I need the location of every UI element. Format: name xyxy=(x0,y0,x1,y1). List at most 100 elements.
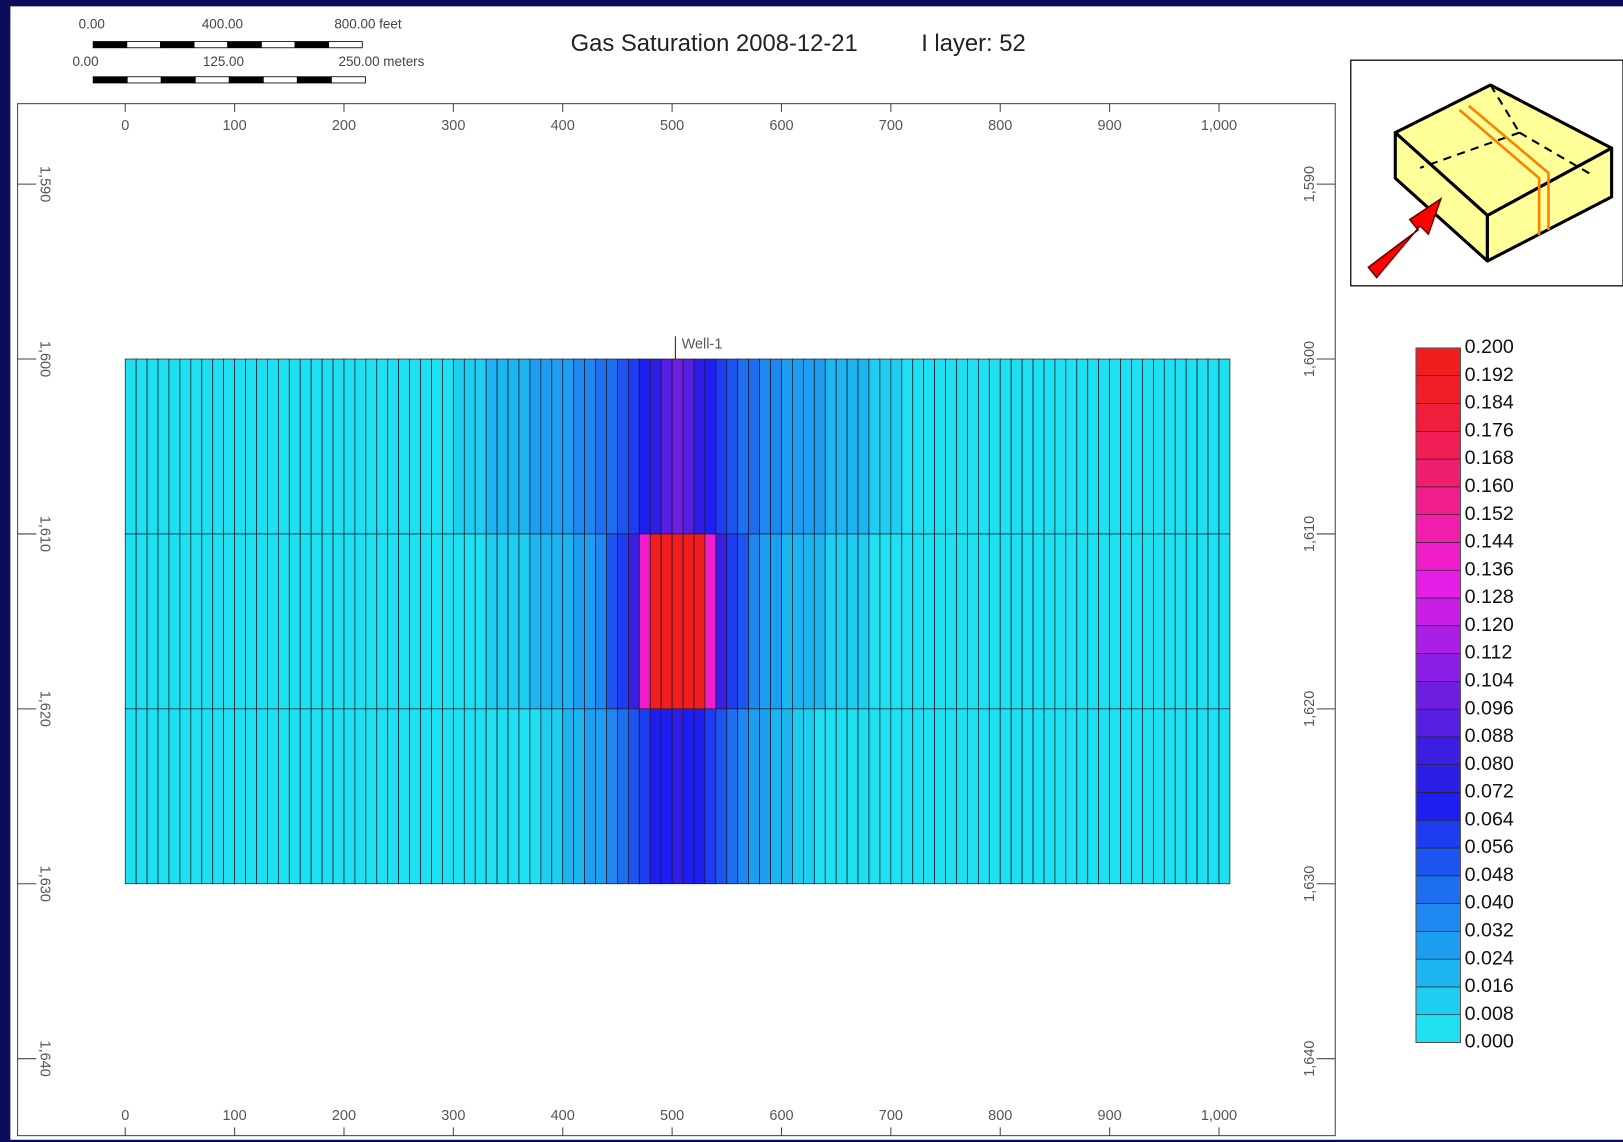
cell xyxy=(1087,533,1100,710)
colorbar-label: 0.056 xyxy=(1465,836,1514,858)
cell xyxy=(146,358,159,535)
cell xyxy=(234,358,246,535)
cell xyxy=(945,708,957,885)
cell xyxy=(354,358,367,535)
cell xyxy=(267,533,279,710)
colorbar-label: 0.136 xyxy=(1465,558,1514,580)
colorbar-label: 0.152 xyxy=(1465,503,1514,525)
cell xyxy=(321,708,334,885)
cell xyxy=(1076,708,1089,885)
y-tick-label: 1,600 xyxy=(37,341,53,377)
cell xyxy=(562,708,575,885)
colorbar-band xyxy=(1415,681,1461,710)
colorbar-band xyxy=(1415,986,1461,1016)
cell xyxy=(759,358,771,535)
cell xyxy=(857,358,870,535)
cell xyxy=(299,708,312,885)
cell xyxy=(901,358,914,535)
cell xyxy=(288,708,301,885)
colorbar-band xyxy=(1415,903,1461,932)
y-tick-label: 1,620 xyxy=(1302,691,1318,727)
cell xyxy=(135,533,148,710)
cell xyxy=(201,708,214,885)
cell xyxy=(332,358,345,535)
scale-segment xyxy=(193,41,229,49)
colorbar-band xyxy=(1415,597,1461,627)
cell xyxy=(1043,708,1056,885)
cell xyxy=(912,708,925,885)
cell xyxy=(321,533,334,710)
colorbar-label: 0.168 xyxy=(1465,447,1514,469)
cell xyxy=(759,708,771,885)
cell xyxy=(737,533,750,710)
cell xyxy=(1098,708,1110,885)
colorbar-label: 0.096 xyxy=(1465,697,1514,719)
cell xyxy=(649,533,662,710)
cell xyxy=(1163,358,1176,535)
x-tick-label: 400 xyxy=(551,1108,575,1124)
x-tick-label: 500 xyxy=(660,118,684,134)
cell xyxy=(660,358,673,535)
cell xyxy=(387,708,400,885)
colorbar-label: 0.104 xyxy=(1465,670,1514,692)
cell xyxy=(463,358,476,535)
cell xyxy=(1076,358,1089,535)
plot-frame xyxy=(17,103,1336,1137)
cell xyxy=(1185,533,1198,710)
scale-bars: 0.00 400.00 800.00 feet 0.00 125.00 250.… xyxy=(72,17,425,84)
colorbar-label: 0.144 xyxy=(1465,531,1514,553)
cell xyxy=(452,358,465,535)
cell xyxy=(135,358,148,535)
colorbar-label: 0.040 xyxy=(1465,892,1514,914)
y-tick-label: 1,640 xyxy=(37,1041,53,1077)
cell xyxy=(310,358,323,535)
cell xyxy=(923,708,935,885)
cell xyxy=(770,708,782,885)
cell xyxy=(934,533,946,710)
scale-segment xyxy=(294,41,330,49)
cell xyxy=(1098,358,1110,535)
cell xyxy=(584,358,596,535)
cell xyxy=(890,358,903,535)
cell xyxy=(660,708,673,885)
cell xyxy=(792,533,804,710)
cell xyxy=(442,358,454,535)
y-tick-label: 1,620 xyxy=(37,691,53,727)
scale-label: 400.00 xyxy=(202,17,243,32)
colorbar-label: 0.072 xyxy=(1465,781,1514,803)
cell xyxy=(267,358,279,535)
cell xyxy=(343,708,356,885)
cell xyxy=(999,708,1012,885)
cell xyxy=(1131,533,1143,710)
cell xyxy=(420,533,432,710)
cell xyxy=(474,533,487,710)
cell xyxy=(835,358,848,535)
cell xyxy=(704,358,717,535)
cell xyxy=(857,708,870,885)
cell xyxy=(671,708,684,885)
cell xyxy=(1021,533,1034,710)
cell xyxy=(824,358,837,535)
cell xyxy=(1109,533,1121,710)
cell xyxy=(988,533,1001,710)
cell xyxy=(781,533,793,710)
x-tick-label: 900 xyxy=(1098,118,1122,134)
cell xyxy=(1054,708,1067,885)
cell xyxy=(868,533,881,710)
cell xyxy=(1043,533,1056,710)
cell xyxy=(956,358,968,535)
x-tick-label: 200 xyxy=(332,118,356,134)
cell xyxy=(802,708,815,885)
cell xyxy=(781,358,793,535)
cell xyxy=(1152,708,1165,885)
cell xyxy=(299,533,312,710)
cell xyxy=(1010,533,1023,710)
cell xyxy=(1163,708,1176,885)
cell xyxy=(409,533,421,710)
cell xyxy=(256,533,268,710)
scale-segment xyxy=(160,76,196,84)
cell xyxy=(1087,358,1100,535)
x-tick-label: 0 xyxy=(121,1108,129,1124)
cell xyxy=(1087,708,1100,885)
cell xyxy=(693,708,706,885)
